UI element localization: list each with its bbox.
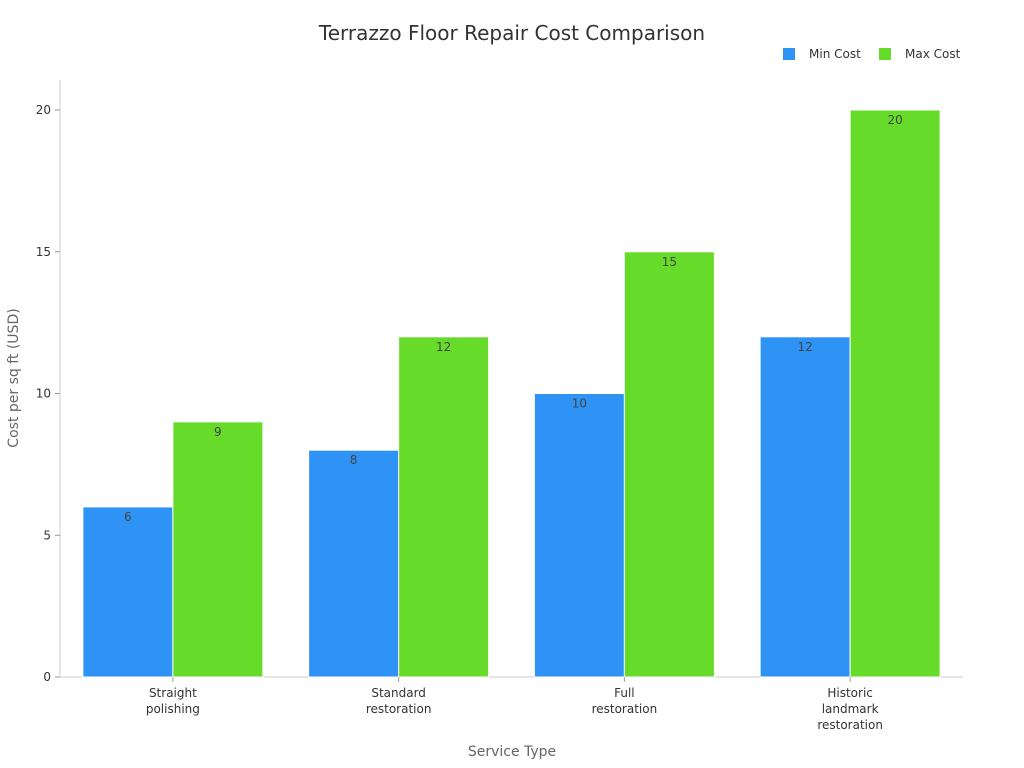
legend: Min Cost Max Cost: [783, 47, 961, 61]
legend-label: Min Cost: [809, 47, 861, 61]
bar-min-cost: [533, 393, 625, 678]
bar-data-label: 8: [350, 453, 358, 467]
bar-max-cost: [849, 109, 941, 678]
y-tick-label: 0: [43, 670, 51, 684]
x-tick-label-line: Straight: [149, 686, 197, 700]
bar-data-label: 9: [214, 425, 222, 439]
x-tick-label: Standard restoration: [366, 686, 432, 716]
bar-data-label: 20: [887, 113, 902, 127]
x-tick-label-line: restoration: [592, 702, 658, 716]
bar-max-cost: [172, 421, 264, 678]
x-tick-label-line: Full: [614, 686, 635, 700]
y-tick-label: 10: [36, 387, 51, 401]
y-axis-ticks: 0 5 10 15 20: [36, 103, 60, 684]
bar-max-cost: [623, 251, 715, 678]
x-tick-label-line: Historic: [827, 686, 873, 700]
x-tick-label-line: Standard: [371, 686, 426, 700]
bars-group: 6 9 8 12 10 15 12 20: [82, 109, 941, 678]
bar-min-cost: [82, 506, 174, 678]
bar-data-label: 10: [572, 397, 587, 411]
x-tick-label: Full restoration: [592, 686, 658, 716]
x-tick-label-line: restoration: [366, 702, 432, 716]
bar-max-cost: [398, 336, 490, 678]
y-tick-label: 15: [36, 245, 51, 259]
x-tick-label-line: restoration: [817, 718, 883, 732]
x-tick-label-line: landmark: [822, 702, 879, 716]
y-tick-label: 20: [36, 103, 51, 117]
legend-label: Max Cost: [905, 47, 961, 61]
legend-swatch: [783, 48, 795, 60]
x-axis-title: Service Type: [468, 744, 556, 760]
legend-swatch: [879, 48, 891, 60]
bar-min-cost: [308, 449, 400, 678]
bar-data-label: 6: [124, 510, 132, 524]
y-tick-label: 5: [43, 528, 51, 542]
x-tick-label: Straight polishing: [146, 686, 200, 716]
bar-data-label: 15: [662, 255, 677, 269]
x-tick-label-line: polishing: [146, 702, 200, 716]
x-tick-label: Historic landmark restoration: [817, 686, 883, 732]
bar-min-cost: [759, 336, 851, 678]
y-axis-title: Cost per sq ft (USD): [6, 308, 22, 447]
bar-data-label: 12: [797, 340, 812, 354]
bar-data-label: 12: [436, 340, 451, 354]
chart-title: Terrazzo Floor Repair Cost Comparison: [318, 21, 705, 45]
